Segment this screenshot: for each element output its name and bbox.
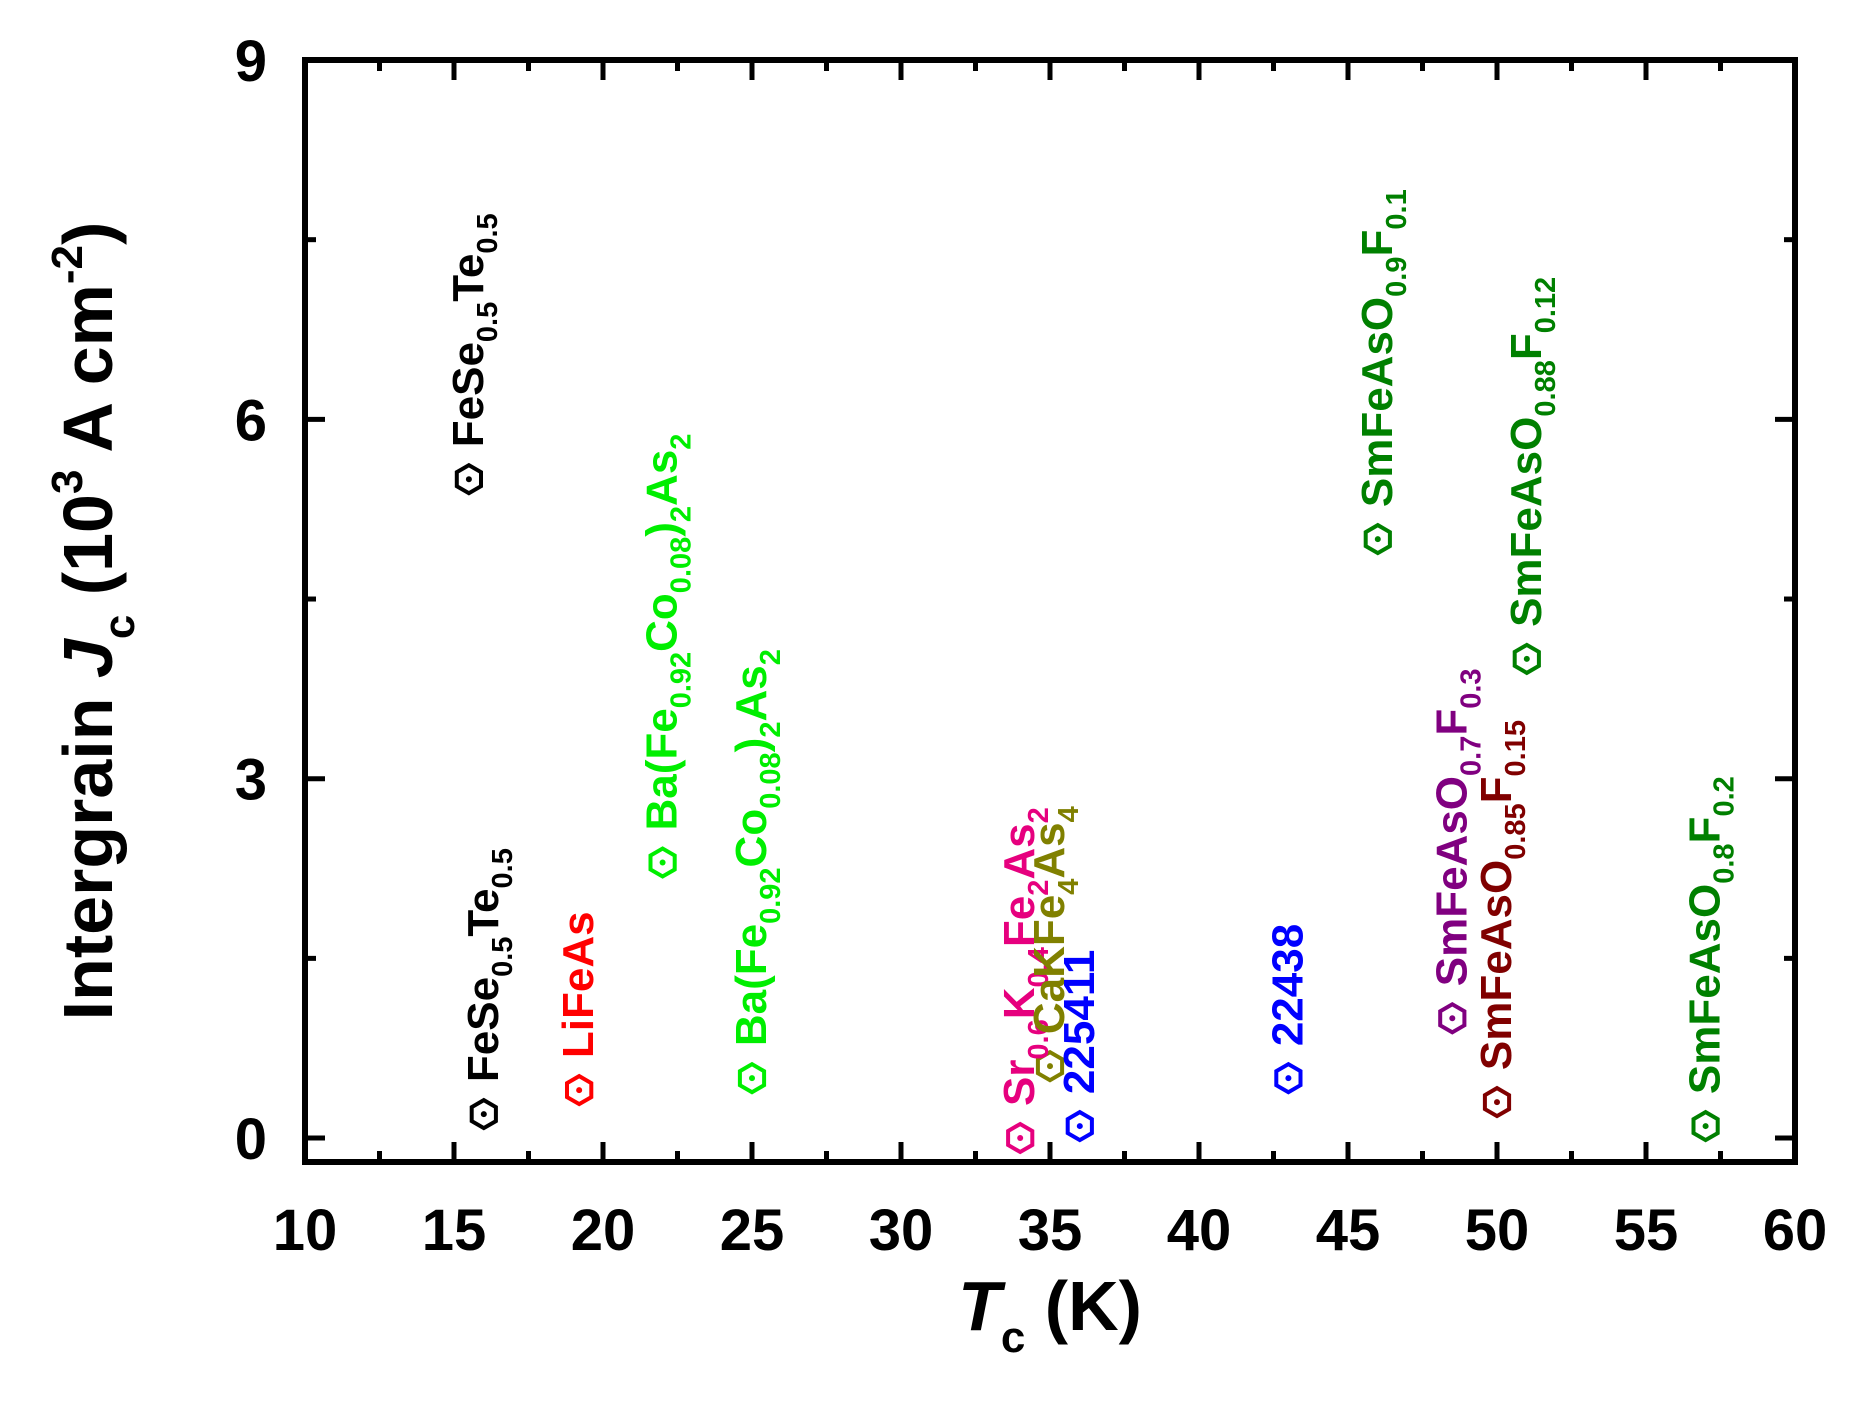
hexagon-marker — [1006, 1121, 1035, 1155]
marker-dot — [1076, 1123, 1083, 1130]
hexagon-marker — [648, 846, 677, 879]
hexagon-marker — [1274, 1061, 1303, 1095]
label-fesete-low: FeSe0.5Te0.5 — [459, 848, 519, 1082]
hexagon-marker — [469, 1097, 498, 1131]
label-smfeaso08: SmFeAsO0.8F0.2 — [1681, 776, 1741, 1094]
marker-dot — [1017, 1135, 1024, 1142]
hexagon-marker — [454, 462, 483, 496]
label-smfeaso09: SmFeAsO0.9F0.1 — [1353, 189, 1413, 507]
hexagon-marker — [565, 1073, 594, 1107]
y-axis-title: Intergrain Jc (103 A cm-2) — [43, 222, 144, 1021]
point-fesete-low — [469, 1097, 498, 1131]
point-smfeaso085 — [1482, 1085, 1512, 1119]
point-bafeco-a — [648, 846, 677, 879]
x-axis-title: Tc (K) — [958, 1267, 1142, 1362]
label-cakfeas: CaKFe4As4 — [1025, 806, 1085, 1034]
marker-dot — [1523, 655, 1530, 662]
hexagon-marker — [1691, 1109, 1720, 1143]
point-p225411 — [1065, 1109, 1094, 1143]
point-bafeco-b — [737, 1061, 767, 1095]
point-cakfeas — [1035, 1049, 1065, 1083]
point-labels: FeSe0.5Te0.5 FeSe0.5Te0.5 LiFeAs Ba(Fe0.92C… — [444, 189, 1741, 1106]
label-srkfeas: Sr0.6K0.4Fe2As2 — [995, 807, 1055, 1106]
point-lifeas — [565, 1073, 594, 1107]
tick-labels: 10 15 20 25 30 35 40 45 50 55 60 0 3 6 9 — [235, 29, 1828, 1263]
x-tick-label: 50 — [1465, 1198, 1530, 1263]
marker-dot — [1374, 536, 1381, 543]
label-smfeaso085: SmFeAsO0.85F0.15 — [1472, 720, 1532, 1070]
x-tick-label: 30 — [869, 1198, 934, 1263]
x-tick-label: 45 — [1316, 1198, 1381, 1263]
x-tick-label: 55 — [1614, 1198, 1679, 1263]
marker-dot — [659, 859, 666, 866]
label-fesete-high: FeSe0.5Te0.5 — [444, 213, 504, 447]
hexagon-marker — [1363, 522, 1392, 556]
marker-dot — [1285, 1075, 1292, 1082]
x-tick-label: 10 — [273, 1198, 338, 1263]
point-fesete-high — [454, 462, 483, 496]
label-bafeco-a: Ba(Fe0.92Co0.08)2As2 — [638, 434, 698, 831]
marker-dot — [1449, 1015, 1456, 1022]
plot-frame — [302, 57, 1798, 1165]
hexagon-marker — [1035, 1049, 1065, 1083]
hexagon-marker — [1065, 1109, 1094, 1143]
y-tick-label: 9 — [235, 29, 267, 94]
x-tick-label: 25 — [720, 1198, 785, 1263]
marker-dot — [465, 476, 472, 483]
hexagon-marker — [1438, 1001, 1467, 1035]
point-p22438 — [1274, 1061, 1303, 1095]
label-bafeco-b: Ba(Fe0.92Co0.08)2As2 — [727, 649, 787, 1046]
point-smfeaso07 — [1438, 1001, 1467, 1035]
hexagon-marker — [737, 1061, 767, 1095]
y-tick-label: 0 — [235, 1107, 267, 1172]
label-p22438: 22438 — [1263, 924, 1312, 1046]
point-smfeaso088 — [1512, 642, 1541, 676]
axis-ticks — [302, 57, 1798, 1162]
label-p225411: 225411 — [1055, 950, 1104, 1094]
label-smfeaso07: SmFeAsO0.7F0.3 — [1427, 668, 1487, 986]
marker-dot — [1494, 1099, 1500, 1106]
x-tick-label: 20 — [571, 1198, 636, 1263]
x-tick-label: 40 — [1167, 1198, 1232, 1263]
x-tick-label: 60 — [1763, 1198, 1828, 1263]
marker-dot — [576, 1087, 583, 1094]
hexagon-marker — [1482, 1085, 1512, 1119]
y-tick-label: 6 — [235, 388, 267, 453]
marker-dot — [749, 1075, 755, 1082]
label-lifeas: LiFeAs — [554, 911, 603, 1058]
hexagon-marker — [1512, 642, 1541, 676]
marker-dot — [480, 1111, 487, 1118]
marker-dot — [1702, 1123, 1709, 1130]
marker-dot — [1047, 1063, 1053, 1070]
label-smfeaso088: SmFeAsO0.88F0.12 — [1502, 277, 1562, 627]
x-tick-label: 35 — [1018, 1198, 1083, 1263]
x-tick-label: 15 — [422, 1198, 487, 1263]
point-smfeaso08 — [1691, 1109, 1720, 1143]
y-tick-label: 3 — [235, 748, 267, 813]
point-smfeaso09 — [1363, 522, 1392, 556]
point-srkfeas — [1006, 1121, 1035, 1155]
data-points — [454, 462, 1720, 1155]
